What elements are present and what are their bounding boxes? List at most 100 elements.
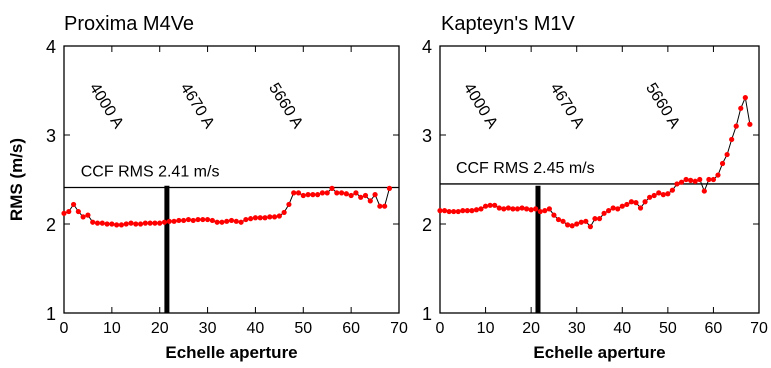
y-tick-label: 3 [46, 126, 56, 146]
data-point [99, 220, 105, 226]
x-tick-label: 40 [613, 320, 631, 337]
data-point [651, 192, 657, 199]
data-point [496, 205, 502, 211]
x-tick-label: 10 [477, 320, 495, 337]
data-point [738, 105, 744, 111]
x-tick-label: 20 [522, 320, 540, 337]
data-point [209, 217, 215, 224]
data-point [353, 190, 359, 196]
data-point [519, 205, 525, 211]
data-point [123, 221, 129, 227]
data-point [157, 220, 163, 226]
data-point [729, 136, 735, 143]
data-point [358, 194, 364, 200]
y-tick-label: 2 [46, 215, 56, 235]
data-point [329, 185, 335, 191]
data-point [181, 217, 187, 224]
data-point [372, 192, 378, 198]
data-point [267, 214, 273, 220]
data-point [324, 190, 330, 196]
data-point [583, 218, 589, 224]
data-point [94, 220, 101, 226]
data-point [460, 208, 466, 214]
data-point [204, 216, 211, 223]
data-point [692, 178, 698, 184]
y-axis-title: RMS (m/s) [7, 138, 26, 221]
data-point [719, 160, 726, 167]
data-point [147, 220, 153, 226]
y-tick-label: 3 [422, 126, 432, 146]
x-tick-label: 50 [659, 320, 677, 337]
y-tick-label: 1 [46, 304, 56, 324]
data-point [560, 218, 566, 224]
x-tick-label: 10 [103, 320, 121, 337]
data-point [310, 192, 316, 198]
data-point [701, 188, 707, 194]
data-point [606, 208, 612, 214]
data-point [478, 206, 484, 212]
data-point [362, 192, 369, 199]
data-point [733, 123, 739, 129]
data-point [464, 208, 470, 214]
data-point [624, 201, 630, 208]
data-point [669, 187, 676, 193]
panel-title: Proxima M4Ve [64, 13, 194, 35]
data-point [637, 205, 644, 211]
data-point [271, 214, 278, 220]
data-point [569, 223, 575, 229]
data-point [487, 202, 493, 208]
data-point [334, 190, 340, 196]
data-point [248, 216, 254, 222]
data-point [257, 215, 263, 221]
data-point [619, 203, 625, 209]
data-point [697, 176, 703, 183]
data-point [642, 199, 648, 205]
data-point [295, 190, 302, 196]
data-point [528, 207, 534, 213]
data-point [190, 217, 196, 224]
data-point [587, 224, 593, 230]
ccf-rms-label: CCF RMS 2.41 m/s [81, 164, 220, 181]
panel-title: Kapteyn's M1V [441, 13, 576, 35]
data-point [70, 201, 77, 208]
data-point [601, 210, 607, 216]
data-point [473, 207, 480, 213]
ccf-rms-label: CCF RMS 2.45 m/s [456, 160, 595, 177]
y-tick-label: 4 [46, 37, 56, 57]
data-point [233, 218, 239, 224]
data-point [176, 217, 182, 224]
data-point [90, 219, 96, 225]
data-point [185, 216, 192, 223]
data-point [338, 190, 345, 196]
data-point [319, 190, 326, 196]
x-axis-title: Echelle aperture [533, 343, 665, 362]
data-point [219, 219, 225, 225]
data-point [578, 219, 584, 225]
data-point [75, 208, 81, 215]
data-point [469, 208, 475, 214]
data-point [128, 220, 134, 226]
data-point [195, 216, 201, 223]
data-point [386, 185, 393, 191]
data-point [286, 201, 292, 208]
x-axis-title: Echelle aperture [165, 343, 297, 362]
data-point [724, 151, 730, 158]
data-point [678, 179, 685, 185]
x-tick-label: 60 [705, 320, 723, 337]
data-point [152, 220, 158, 226]
data-point [224, 218, 230, 224]
data-point [446, 208, 452, 215]
data-point [610, 205, 616, 211]
data-point [542, 208, 548, 214]
data-point [674, 181, 680, 187]
data-point [660, 192, 666, 198]
data-point [382, 203, 388, 209]
data-point [537, 208, 543, 215]
data-point [656, 190, 662, 196]
x-tick-label: 70 [750, 320, 768, 337]
data-point [118, 222, 125, 228]
data-point [315, 192, 321, 198]
data-point [523, 206, 530, 212]
data-point [565, 222, 571, 228]
data-point [238, 219, 244, 225]
